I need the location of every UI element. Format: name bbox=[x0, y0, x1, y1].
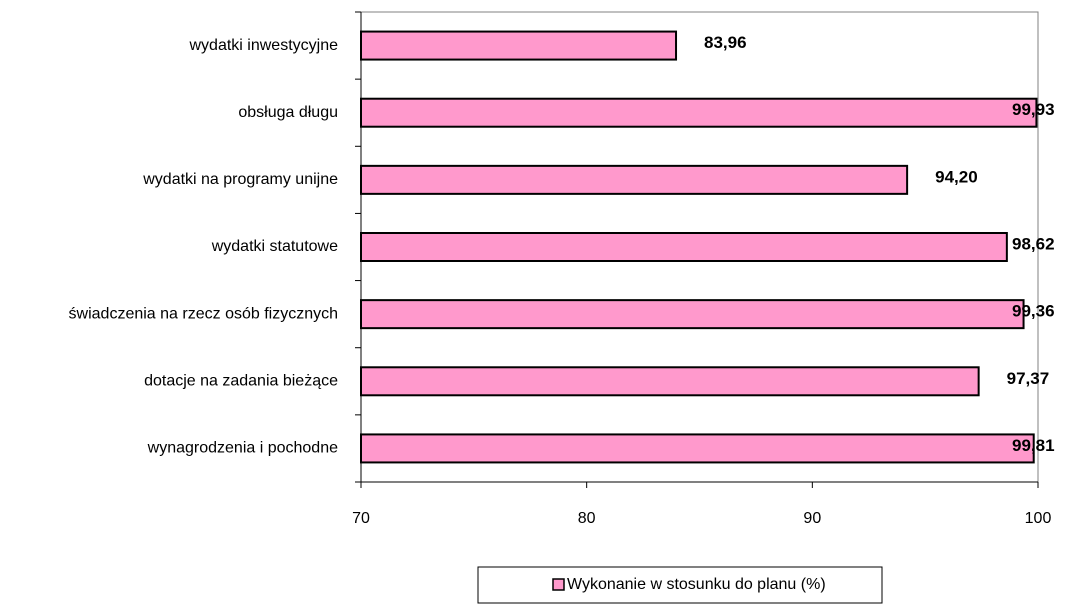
x-tick-label: 80 bbox=[578, 510, 596, 527]
value-label: 97,37 bbox=[1007, 369, 1050, 388]
bar bbox=[360, 366, 980, 397]
bar bbox=[360, 232, 1008, 262]
x-tick-label: 100 bbox=[1025, 510, 1052, 527]
value-label: 99,81 bbox=[1012, 436, 1055, 455]
y-tick-label: wynagrodzenia i pochodne bbox=[147, 440, 338, 457]
value-label: 98,62 bbox=[1012, 234, 1055, 253]
legend-swatch bbox=[552, 578, 565, 591]
value-label: 99,93 bbox=[1012, 100, 1055, 119]
bar bbox=[360, 30, 678, 61]
x-tick-label: 70 bbox=[352, 510, 370, 527]
y-tick-label: dotacje na zadania bieżące bbox=[144, 373, 338, 390]
y-tick-label: obsługa długu bbox=[238, 104, 338, 121]
bar bbox=[360, 164, 909, 195]
y-tick-label: wydatki statutowe bbox=[211, 238, 338, 255]
legend bbox=[477, 566, 883, 604]
bar bbox=[360, 97, 1038, 128]
y-tick-label: wydatki na programy unijne bbox=[142, 171, 338, 188]
legend-label: Wykonanie w stosunku do planu (%) bbox=[567, 576, 826, 593]
value-label: 83,96 bbox=[704, 33, 747, 52]
bar bbox=[360, 299, 1025, 330]
value-label: 99,36 bbox=[1012, 302, 1055, 321]
y-tick-label: świadczenia na rzecz osób fizycznych bbox=[69, 305, 338, 322]
x-tick-label: 90 bbox=[803, 510, 821, 527]
y-tick-label: wydatki inwestycyjne bbox=[189, 37, 339, 54]
bar bbox=[360, 433, 1035, 464]
value-label: 94,20 bbox=[935, 167, 978, 186]
